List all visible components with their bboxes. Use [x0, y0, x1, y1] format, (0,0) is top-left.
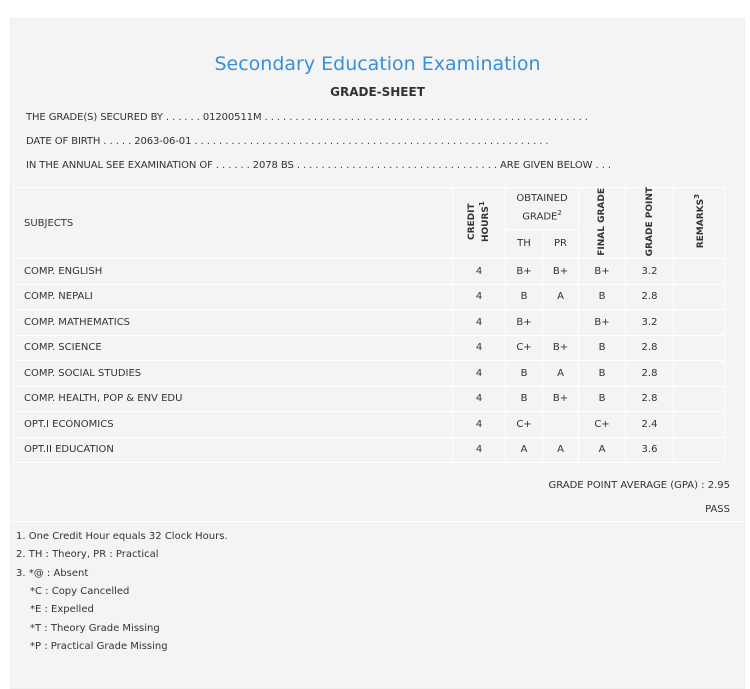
grade-sheet-heading: GRADE-SHEET — [330, 85, 425, 99]
table-row: COMP. SCIENCE 4 C+ B+ B 2.8 — [13, 334, 725, 361]
cell-subject: COMP. MATHEMATICS — [13, 309, 453, 336]
table-row: COMP. ENGLISH 4 B+ B+ B+ 3.2 — [13, 258, 725, 285]
cell-th: B — [505, 385, 543, 412]
cell-final: B — [578, 283, 626, 310]
cell-credit: 4 — [452, 411, 506, 438]
cell-point: 2.8 — [625, 283, 674, 310]
cell-pr: A — [542, 436, 579, 463]
table-row: COMP. NEPALI 4 B A B 2.8 — [13, 283, 725, 310]
footnote: *T : Theory Grade Missing — [30, 622, 160, 634]
table-row: OPT.I ECONOMICS 4 C+ C+ 2.4 — [13, 411, 725, 438]
cell-credit: 4 — [452, 334, 506, 361]
cell-final: A — [578, 436, 626, 463]
header-obtained-grade: OBTAINED GRADE2 — [505, 187, 579, 230]
header-grade-point: GRADE POINT — [625, 187, 674, 259]
cell-subject: COMP. ENGLISH — [13, 258, 453, 285]
footnote: *P : Practical Grade Missing — [30, 640, 168, 652]
table-row: COMP. HEALTH, POP & ENV EDU 4 B B+ B 2.8 — [13, 385, 725, 412]
cell-th: B+ — [505, 309, 543, 336]
cell-th: A — [505, 436, 543, 463]
exam-year-line: IN THE ANNUAL SEE EXAMINATION OF . . . .… — [26, 160, 611, 171]
header-remarks: REMARKS3 — [673, 187, 725, 259]
cell-final: C+ — [578, 411, 626, 438]
header-credit-hours: CREDIT HOURS1 — [452, 187, 506, 259]
footnote: *E : Expelled — [30, 604, 94, 616]
cell-credit: 4 — [452, 385, 506, 412]
cell-remarks — [673, 334, 725, 361]
cell-credit: 4 — [452, 283, 506, 310]
cell-point: 2.8 — [625, 360, 674, 387]
cell-th: B — [505, 360, 543, 387]
cell-point: 3.2 — [625, 309, 674, 336]
cell-remarks — [673, 360, 725, 387]
footnote: *C : Copy Cancelled — [30, 585, 130, 597]
cell-pr: B+ — [542, 334, 579, 361]
cell-point: 2.8 — [625, 334, 674, 361]
secured-by-line: THE GRADE(S) SECURED BY . . . . . . 0120… — [26, 112, 588, 123]
cell-remarks — [673, 385, 725, 412]
cell-subject: COMP. SCIENCE — [13, 334, 453, 361]
grade-sheet-panel: Secondary Education Examination GRADE-SH… — [10, 18, 745, 689]
dob-line: DATE OF BIRTH . . . . . 2063-06-01 . . .… — [26, 136, 549, 147]
cell-point: 3.6 — [625, 436, 674, 463]
result-status: PASS — [705, 504, 730, 515]
header-final-grade: FINAL GRADE — [578, 187, 626, 259]
table-row: COMP. MATHEMATICS 4 B+ B+ 3.2 — [13, 309, 725, 336]
cell-final: B — [578, 334, 626, 361]
cell-point: 2.4 — [625, 411, 674, 438]
footnote: 3. *@ : Absent — [16, 567, 89, 579]
cell-th: C+ — [505, 334, 543, 361]
exam-title: Secondary Education Examination — [214, 53, 541, 75]
header-th: TH — [505, 228, 543, 260]
cell-th: B — [505, 283, 543, 310]
cell-pr: B+ — [542, 258, 579, 285]
cell-remarks — [673, 309, 725, 336]
cell-remarks — [673, 258, 725, 285]
cell-pr — [542, 411, 579, 438]
header-subjects: SUBJECTS — [13, 187, 453, 259]
cell-point: 3.2 — [625, 258, 674, 285]
cell-final: B+ — [578, 309, 626, 336]
cell-pr: A — [542, 360, 579, 387]
cell-pr: A — [542, 283, 579, 310]
cell-remarks — [673, 436, 725, 463]
cell-final: B — [578, 385, 626, 412]
cell-credit: 4 — [452, 309, 506, 336]
cell-pr: B+ — [542, 385, 579, 412]
cell-th: C+ — [505, 411, 543, 438]
footnote: 1. One Credit Hour equals 32 Clock Hours… — [16, 531, 228, 542]
cell-credit: 4 — [452, 436, 506, 463]
cell-point: 2.8 — [625, 385, 674, 412]
cell-credit: 4 — [452, 360, 506, 387]
table-row: COMP. SOCIAL STUDIES 4 B A B 2.8 — [13, 360, 725, 387]
cell-subject: OPT.II EDUCATION — [13, 436, 453, 463]
cell-final: B — [578, 360, 626, 387]
cell-remarks — [673, 411, 725, 438]
gpa-text: GRADE POINT AVERAGE (GPA) : 2.95 — [548, 480, 730, 491]
cell-final: B+ — [578, 258, 626, 285]
footnote: 2. TH : Theory, PR : Practical — [16, 549, 159, 561]
cell-th: B+ — [505, 258, 543, 285]
cell-subject: COMP. SOCIAL STUDIES — [13, 360, 453, 387]
cell-subject: COMP. NEPALI — [13, 283, 453, 310]
table-row: OPT.II EDUCATION 4 A A A 3.6 — [13, 436, 725, 463]
cell-remarks — [673, 283, 725, 310]
cell-subject: OPT.I ECONOMICS — [13, 411, 453, 438]
cell-subject: COMP. HEALTH, POP & ENV EDU — [13, 385, 453, 412]
grades-table: SUBJECTS CREDIT HOURS1 OBTAINED GRADE2 F… — [13, 187, 725, 463]
cell-pr — [542, 309, 579, 336]
cell-credit: 4 — [452, 258, 506, 285]
header-pr: PR — [542, 228, 579, 260]
